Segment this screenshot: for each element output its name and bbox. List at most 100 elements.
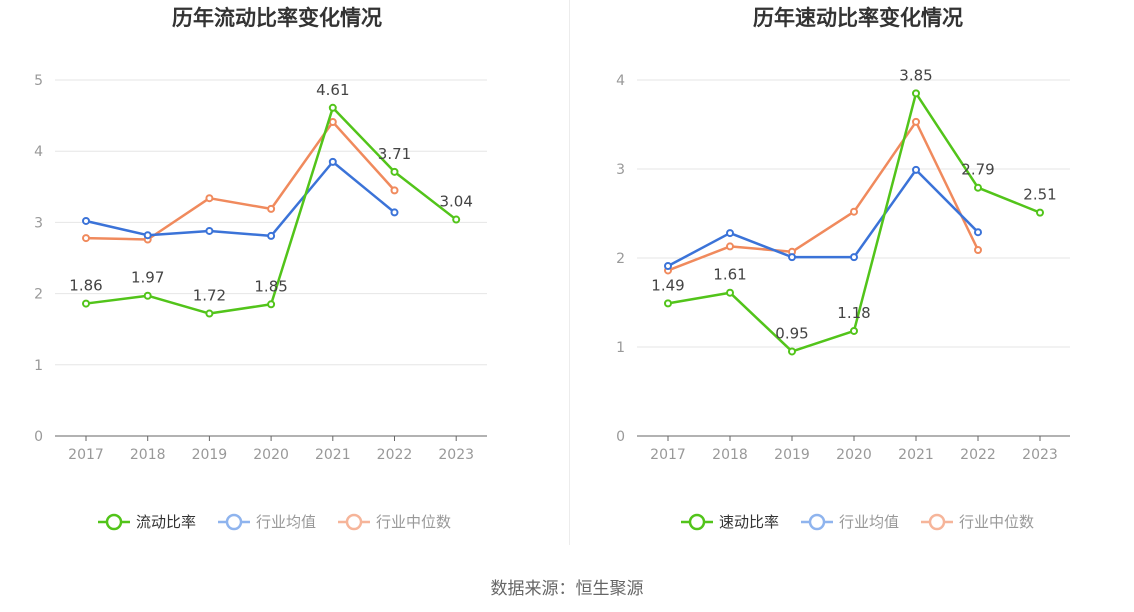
legend-marker: [688, 513, 706, 531]
x-tick-label: 2017: [650, 447, 686, 463]
x-tick-label: 2020: [836, 447, 872, 463]
legend-marker: [105, 513, 123, 531]
series-line-2: [85, 160, 396, 238]
legend-item-3: 行业中位数: [921, 513, 1034, 531]
y-tick-label: 0: [34, 429, 43, 445]
legend-item-3: 行业中位数: [338, 513, 451, 531]
data-label: 2.79: [961, 161, 994, 179]
data-label: 0.95: [775, 324, 808, 342]
x-tick-label: 2021: [315, 447, 351, 463]
legend-label: 行业均值: [839, 513, 899, 531]
y-tick-label: 2: [34, 287, 43, 303]
data-point: [1036, 208, 1044, 217]
data-point: [850, 326, 858, 335]
data-point: [267, 204, 276, 213]
data-label: 1.18: [837, 304, 870, 322]
data-point: [205, 194, 214, 203]
data-point: [788, 347, 796, 356]
data-point: [974, 228, 982, 237]
x-tick-label: 2017: [68, 447, 104, 463]
series-line-2: [667, 168, 979, 268]
data-point: [726, 288, 734, 297]
data-point: [664, 299, 672, 308]
data-point: [143, 231, 152, 240]
data-label: 4.61: [316, 81, 349, 99]
legend-label: 速动比率: [719, 513, 779, 531]
chart-title: 历年流动比率变化情况: [172, 6, 382, 30]
data-point: [328, 103, 337, 112]
x-tick-label: 2020: [253, 447, 289, 463]
panel-divider: [569, 0, 570, 545]
data-label: 1.49: [651, 276, 684, 294]
y-tick-label: 0: [616, 429, 625, 445]
data-point: [390, 186, 399, 195]
data-point: [850, 253, 858, 262]
data-point: [82, 299, 90, 308]
data-label: 1.72: [193, 287, 226, 305]
x-tick-label: 2023: [438, 447, 474, 463]
data-point: [452, 215, 461, 224]
data-label: 2.51: [1023, 186, 1056, 204]
data-label: 3.85: [899, 66, 932, 84]
data-point: [726, 242, 734, 251]
data-point: [850, 207, 858, 216]
data-label: 1.85: [254, 277, 287, 295]
y-tick-label: 4: [34, 144, 43, 160]
legend-item-1: 速动比率: [681, 513, 779, 531]
legend-label: 行业中位数: [376, 513, 451, 531]
data-point: [143, 291, 152, 300]
data-point: [328, 157, 337, 166]
y-tick-label: 1: [34, 358, 43, 374]
legend-item-2: 行业均值: [218, 513, 316, 531]
series-line-3: [85, 120, 396, 241]
legend-marker: [345, 513, 363, 531]
series-line-3: [667, 120, 980, 272]
legend-label: 流动比率: [136, 513, 196, 531]
x-tick-label: 2021: [898, 447, 934, 463]
chart-title: 历年速动比率变化情况: [753, 6, 963, 30]
data-point: [390, 208, 399, 217]
data-point: [390, 167, 399, 176]
data-point: [267, 231, 276, 240]
y-tick-label: 2: [616, 251, 625, 267]
y-tick-label: 5: [34, 73, 43, 89]
data-point: [912, 165, 920, 174]
data-point: [82, 216, 90, 225]
data-point: [974, 183, 982, 192]
legend-marker: [225, 513, 243, 531]
data-point: [974, 245, 982, 254]
data-point: [664, 262, 672, 271]
x-tick-label: 2018: [130, 447, 166, 463]
legend-item-2: 行业均值: [801, 513, 899, 531]
x-tick-label: 2019: [192, 447, 228, 463]
y-tick-label: 3: [616, 162, 625, 178]
data-label: 3.04: [439, 193, 472, 211]
data-point: [788, 253, 796, 262]
y-tick-label: 3: [34, 215, 43, 231]
data-point: [328, 118, 337, 127]
data-label: 1.61: [713, 266, 746, 284]
data-label: 3.71: [378, 145, 411, 163]
legend-item-1: 流动比率: [98, 513, 196, 531]
data-point: [267, 300, 276, 309]
data-point: [205, 226, 214, 235]
legend-label: 行业均值: [256, 513, 316, 531]
x-tick-label: 2023: [1022, 447, 1058, 463]
data-label: 1.86: [69, 277, 102, 295]
data-point: [912, 117, 920, 126]
legend-marker: [808, 513, 826, 531]
x-tick-label: 2018: [712, 447, 748, 463]
data-point: [912, 89, 920, 98]
data-point: [726, 229, 734, 238]
y-tick-label: 1: [616, 340, 625, 356]
legend-marker: [928, 513, 946, 531]
data-label: 1.97: [131, 269, 164, 287]
data-source-label: 数据来源：恒生聚源: [490, 579, 644, 599]
legend-label: 行业中位数: [959, 513, 1034, 531]
x-tick-label: 2019: [774, 447, 810, 463]
chart-panel-1: 历年流动比率变化情况 0 1 2 3 4 5 2017 2018 2019 2020 2021 2022…: [34, 6, 487, 531]
x-tick-label: 2022: [377, 447, 413, 463]
y-tick-label: 4: [616, 73, 625, 89]
chart-panel-2: 历年速动比率变化情况 0 1 2 3 4 2017 2018 2019 2020 2021 2022 2…: [616, 6, 1070, 531]
